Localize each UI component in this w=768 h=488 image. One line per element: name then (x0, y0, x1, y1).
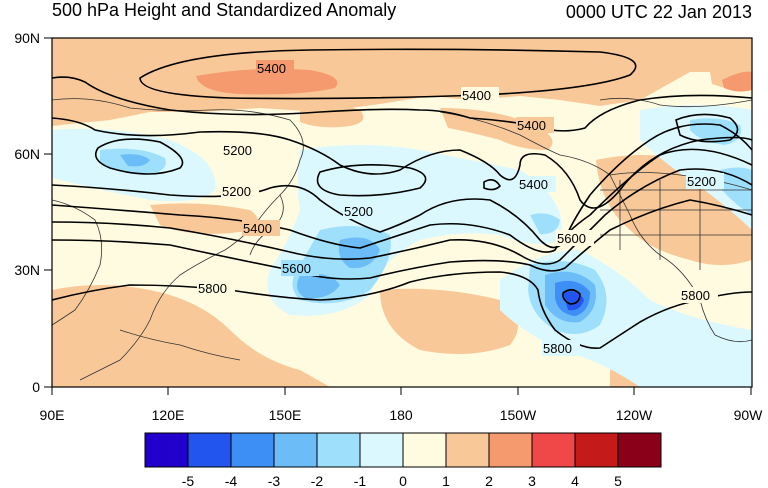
colorbar-label: -2 (311, 473, 324, 488)
y-axis: 90N 60N 30N 0 (14, 30, 52, 395)
colorbar-swatch (144, 432, 189, 468)
svg-text:5400: 5400 (517, 118, 546, 133)
svg-text:5200: 5200 (687, 174, 716, 189)
svg-text:5800: 5800 (681, 288, 710, 303)
contour-label: 5200 (686, 173, 724, 189)
colorbar-swatch (187, 432, 232, 468)
map-title: 500 hPa Height and Standardized Anomaly (52, 0, 397, 20)
colorbar-swatch (402, 432, 447, 468)
colorbar-swatch (273, 432, 318, 468)
svg-text:5400: 5400 (519, 177, 548, 192)
colorbar-swatch (445, 432, 490, 468)
x-tick-label: 150W (500, 407, 537, 423)
colorbar-swatch (359, 432, 404, 468)
colorbar: -5 -4 -3 -2 -1 0 1 2 3 4 5 (144, 432, 662, 488)
x-tick-label: 120W (616, 407, 653, 423)
x-tick-label: 180 (389, 407, 413, 423)
x-tick-label: 90W (734, 407, 764, 423)
svg-text:5600: 5600 (557, 231, 586, 246)
contour-label: 5400 (516, 117, 554, 133)
svg-text:5200: 5200 (344, 204, 373, 219)
colorbar-swatch (617, 432, 662, 468)
contour-label: 5400 (461, 87, 499, 103)
colorbar-swatch (316, 432, 361, 468)
contour-label: 5400 (256, 60, 294, 76)
x-tick-label: 150E (269, 407, 302, 423)
contour-label: 5600 (281, 260, 319, 276)
svg-text:5800: 5800 (198, 281, 227, 296)
y-tick-label: 30N (14, 262, 40, 278)
contour-label-group: 5400 5400 5400 5200 5200 5200 5400 5200 … (197, 60, 724, 356)
contour-label: 5400 (518, 176, 556, 192)
contour-label: 5800 (197, 280, 235, 296)
svg-text:5200: 5200 (222, 184, 251, 199)
map-frame (51, 37, 753, 388)
svg-text:5400: 5400 (243, 221, 272, 236)
colorbar-label: -4 (225, 473, 238, 488)
y-tick-label: 90N (14, 30, 40, 46)
colorbar-label: -3 (268, 473, 281, 488)
svg-text:5400: 5400 (462, 88, 491, 103)
colorbar-label: -5 (182, 473, 195, 488)
colorbar-label: 1 (442, 473, 450, 488)
x-tick-label: 120E (152, 407, 185, 423)
contour-label: 5200 (222, 142, 260, 158)
y-tick-label: 0 (32, 379, 40, 395)
svg-text:5400: 5400 (257, 61, 286, 76)
colorbar-swatch (574, 432, 619, 468)
colorbar-label: 5 (614, 473, 622, 488)
colorbar-label: 2 (485, 473, 493, 488)
valid-time: 0000 UTC 22 Jan 2013 (565, 2, 752, 22)
contour-label: 5800 (680, 287, 718, 303)
contour-label: 5800 (542, 340, 580, 356)
colorbar-label: -1 (354, 473, 367, 488)
contour-label: 5600 (556, 230, 594, 246)
svg-text:5200: 5200 (223, 143, 252, 158)
svg-text:5800: 5800 (543, 341, 572, 356)
x-tick-label: 90E (40, 407, 65, 423)
contour-label: 5400 (242, 220, 280, 236)
x-axis: 90E 120E 150E 180 150W 120W 90W (40, 387, 764, 423)
svg-text:5600: 5600 (282, 261, 311, 276)
colorbar-swatch (488, 432, 533, 468)
y-tick-label: 60N (14, 146, 40, 162)
contour-label: 5200 (343, 203, 381, 219)
colorbar-label: 4 (571, 473, 579, 488)
colorbar-swatch (531, 432, 576, 468)
colorbar-label: 0 (399, 473, 407, 488)
contour-label: 5200 (221, 183, 259, 199)
map-area: 5400 5400 5400 5200 5200 5200 5400 5200 … (52, 38, 752, 387)
colorbar-label: 3 (528, 473, 536, 488)
colorbar-swatch (230, 432, 275, 468)
